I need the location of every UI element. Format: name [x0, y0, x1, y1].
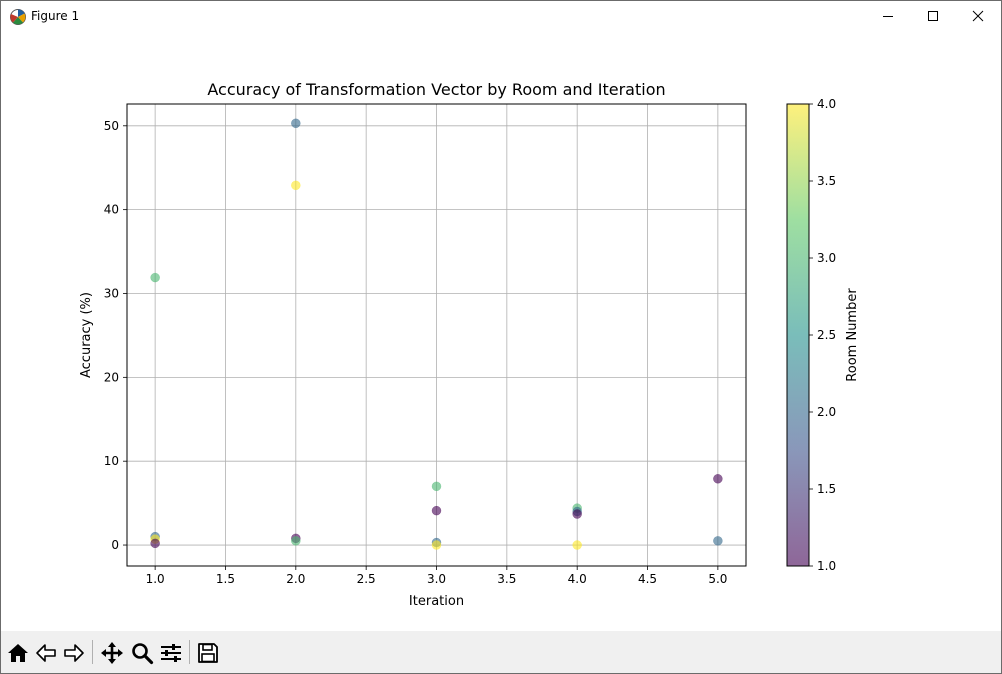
forward-arrow-icon — [64, 644, 84, 662]
pan-button[interactable] — [98, 639, 126, 667]
data-points — [150, 118, 723, 550]
back-arrow-icon — [36, 644, 56, 662]
minimize-button[interactable] — [865, 1, 911, 31]
close-button[interactable] — [955, 1, 1001, 31]
title-bar[interactable]: Figure 1 — [1, 1, 1001, 32]
colorbar-tick-label: 2.5 — [817, 328, 836, 342]
matplotlib-icon — [10, 9, 26, 25]
colorbar — [787, 104, 809, 566]
toolbar-separator — [189, 640, 190, 664]
colorbar-tick-label: 1.0 — [817, 559, 836, 573]
colorbar-tick-label: 3.5 — [817, 174, 836, 188]
x-tick-label: 2.5 — [357, 572, 376, 586]
forward-button[interactable] — [60, 639, 88, 667]
scatter-point — [572, 540, 582, 550]
save-floppy-icon — [198, 643, 218, 663]
y-axis-label: Accuracy (%) — [79, 292, 94, 378]
scatter-point — [713, 474, 723, 484]
x-tick-label: 5.0 — [708, 572, 727, 586]
save-button[interactable] — [194, 639, 222, 667]
back-button[interactable] — [32, 639, 60, 667]
y-axis-ticks: 0 10 20 30 40 50 — [104, 119, 127, 552]
y-tick-label: 10 — [104, 454, 119, 468]
home-icon — [8, 644, 28, 662]
toolbar-separator — [92, 640, 93, 664]
scatter-point — [431, 540, 442, 550]
x-tick-label: 2.0 — [286, 572, 305, 586]
maximize-icon — [928, 11, 938, 21]
figure-canvas[interactable]: 1.0 1.5 2.0 2.5 3.0 3.5 4.0 4.5 5.0 0 10 20 30 40 50 … — [1, 32, 1001, 631]
colorbar-label: Room Number — [845, 288, 860, 382]
colorbar-ticks: 1.0 1.5 2.0 2.5 3.0 3.5 4.0 — [809, 97, 836, 573]
scatter-point — [431, 505, 442, 516]
x-tick-label: 1.5 — [216, 572, 235, 586]
subplots-sliders-icon — [161, 644, 181, 662]
scatter-point — [291, 536, 301, 546]
colorbar-tick-label: 1.5 — [817, 482, 836, 496]
configure-subplots-button[interactable] — [157, 639, 185, 667]
scatter-point — [291, 118, 301, 129]
scatter-chart: 1.0 1.5 2.0 2.5 3.0 3.5 4.0 4.5 5.0 01020304050 … — [79, 80, 860, 609]
scatter-point — [150, 272, 160, 283]
scatter-point — [291, 180, 301, 191]
chart-title: Accuracy of Transformation Vector by Roo… — [207, 80, 665, 99]
x-tick-label: 3.0 — [427, 572, 446, 586]
y-tick-label: 50 — [104, 119, 119, 133]
window-title: Figure 1 — [31, 9, 80, 23]
x-tick-label: 4.0 — [568, 572, 587, 586]
colorbar-tick-label: 3.0 — [817, 251, 836, 265]
scatter-point — [713, 536, 723, 546]
zoom-magnifier-icon — [132, 643, 154, 665]
scatter-point — [572, 509, 582, 519]
y-tick-label: 0 — [111, 538, 119, 552]
x-axis-label: Iteration — [409, 594, 464, 609]
colorbar-tick-label: 2.0 — [817, 405, 836, 419]
y-tick-label: 40 — [104, 203, 119, 217]
y-tick-label: 20 — [104, 370, 119, 384]
scatter-point — [150, 538, 160, 549]
colorbar-tick-label: 4.0 — [817, 97, 836, 111]
x-tick-label: 1.0 — [146, 572, 165, 586]
x-axis-ticks: 1.0 1.5 2.0 2.5 3.0 3.5 4.0 4.5 5.0 — [146, 566, 727, 586]
close-icon — [972, 10, 984, 22]
navigation-toolbar — [1, 631, 1001, 673]
x-tick-label: 3.5 — [497, 572, 516, 586]
x-tick-label: 4.5 — [638, 572, 657, 586]
zoom-button[interactable] — [128, 639, 156, 667]
minimize-icon — [883, 16, 893, 17]
home-button[interactable] — [4, 639, 32, 667]
pan-move-icon — [101, 642, 123, 664]
grid-lines — [127, 104, 746, 566]
maximize-button[interactable] — [910, 1, 956, 31]
y-tick-label: 30 — [104, 286, 119, 300]
scatter-point — [431, 481, 442, 492]
